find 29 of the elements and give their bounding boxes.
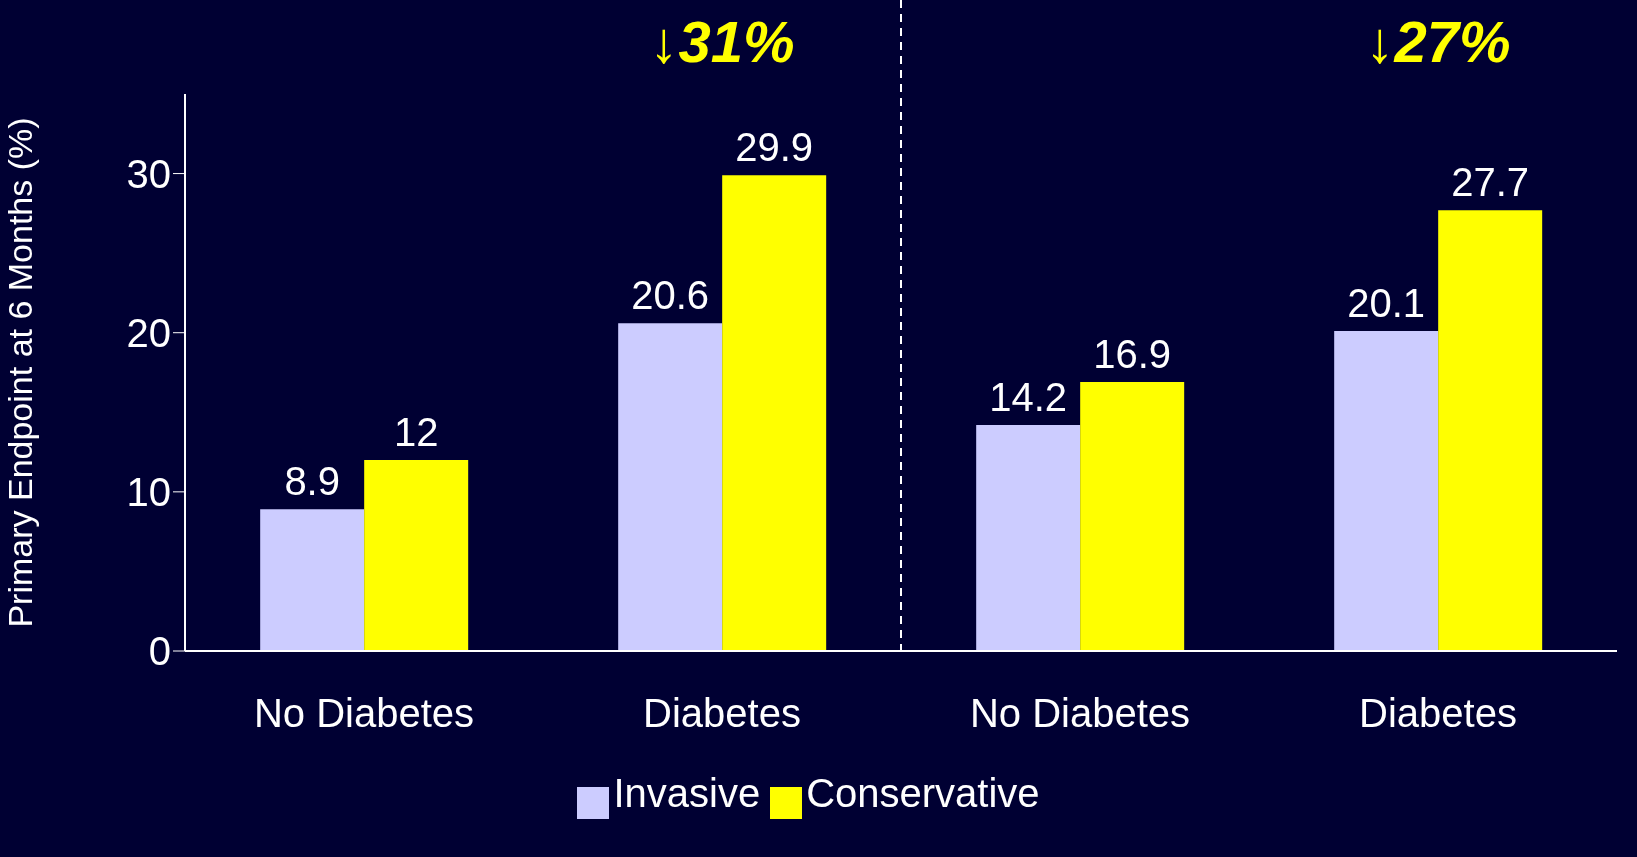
data-label: 29.9 <box>735 125 814 170</box>
bar <box>1438 210 1543 651</box>
y-axis-title: Primary Endpoint at 6 Months (%) <box>1 117 40 628</box>
bar <box>976 425 1081 651</box>
legend-label: Conservative <box>806 771 1040 815</box>
bar <box>364 460 469 651</box>
y-tick-label: 20 <box>126 310 171 355</box>
legend-label: Invasive <box>613 771 761 815</box>
data-label: 8.9 <box>284 459 340 504</box>
data-label: 27.7 <box>1451 160 1530 205</box>
y-tick-label: 10 <box>126 470 171 515</box>
x-tick-label: Diabetes <box>1359 691 1517 736</box>
data-label: 20.6 <box>631 273 710 318</box>
bar <box>1080 382 1185 651</box>
data-label: 16.9 <box>1093 332 1172 377</box>
bar <box>722 175 827 651</box>
text: ↓27% <box>1364 9 1512 74</box>
y-tick-label: 30 <box>126 151 171 196</box>
y-tick-label: 0 <box>148 629 171 674</box>
x-tick-label: No Diabetes <box>969 691 1191 736</box>
data-label: 12 <box>393 410 439 455</box>
bar <box>1334 331 1439 651</box>
text: ↓31% <box>648 9 796 74</box>
data-label: 14.2 <box>989 375 1068 420</box>
x-tick-label: Diabetes <box>643 691 801 736</box>
bar <box>260 509 365 651</box>
x-tick-label: No Diabetes <box>253 691 475 736</box>
data-label: 20.1 <box>1347 281 1426 326</box>
bar <box>618 323 723 651</box>
